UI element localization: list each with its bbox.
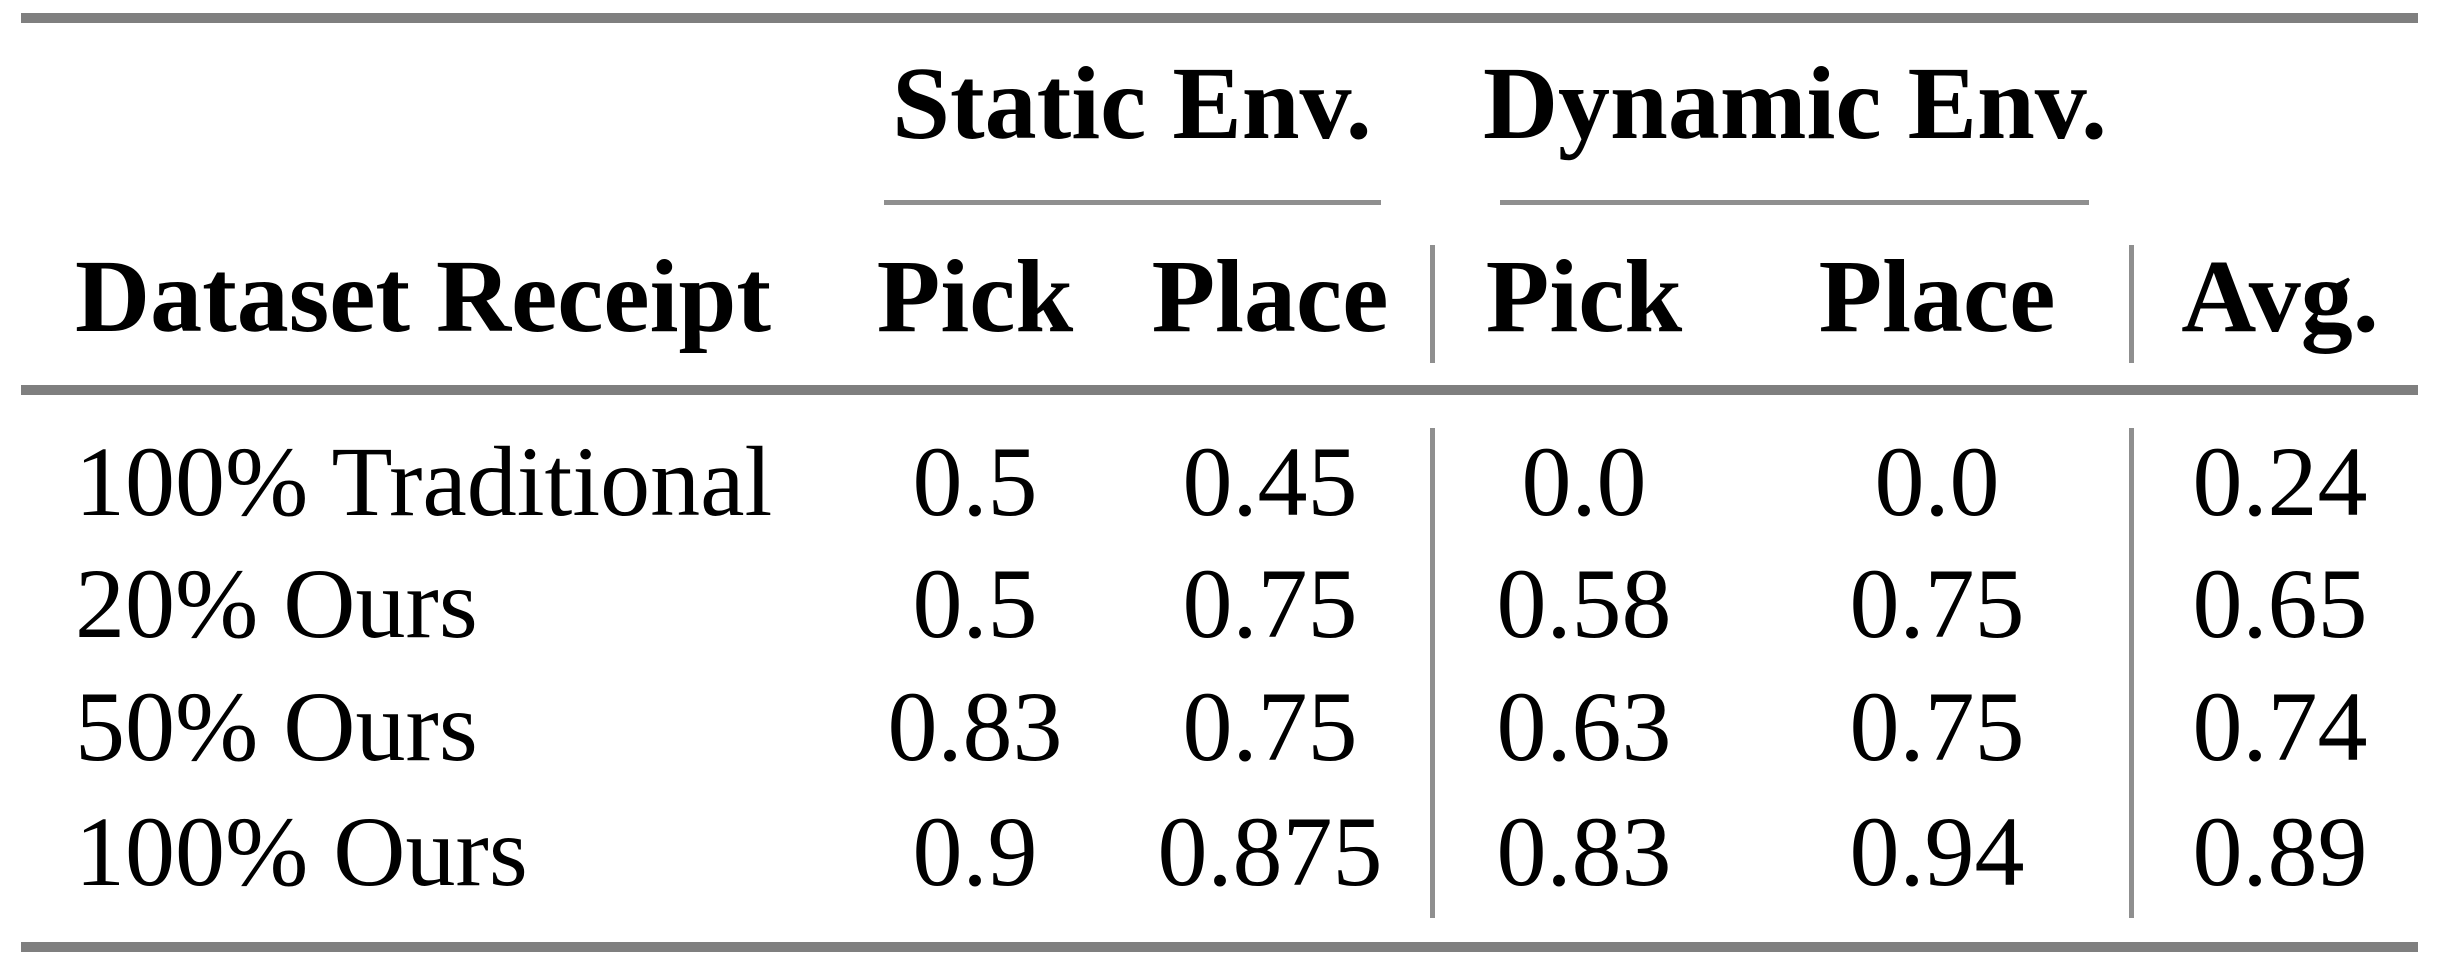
row-label: 20% Ours [75,548,478,659]
table-cell: 0.83 [887,671,1063,782]
table-cell: 0.45 [1182,426,1358,537]
table-cell: 0.5 [912,548,1038,659]
table-cell: 0.75 [1849,671,2025,782]
table-cell: 0.5 [912,426,1038,537]
cmidrule-dynamic-env [1500,200,2089,205]
column-header-static-place: Place [1151,239,1389,354]
column-separator-2-header [2129,245,2134,363]
row-label: 100% Ours [75,796,528,907]
column-header-avg: Avg. [2181,239,2379,354]
column-header-dynamic-pick: Pick [1485,239,1683,354]
table-cell: 0.58 [1496,548,1672,659]
header-rule [21,385,2418,395]
column-header-static-pick: Pick [876,239,1074,354]
table-cell: 0.9 [912,796,1038,907]
column-group-static-env: Static Env. [892,46,1372,161]
table-cell: 0.74 [2192,671,2368,782]
table-cell: 0.89 [2192,796,2368,907]
table-cell: 0.75 [1849,548,2025,659]
column-separator-2-body [2129,428,2134,918]
column-header-dynamic-place: Place [1818,239,2056,354]
table-cell: 0.875 [1157,796,1383,907]
corner-header-dataset-receipt: Dataset Receipt [75,239,771,354]
table-cell: 0.0 [1874,426,2000,537]
table-cell: 0.0 [1521,426,1647,537]
row-label: 100% Traditional [75,426,773,537]
row-label: 50% Ours [75,671,478,782]
table-cell: 0.63 [1496,671,1672,782]
table-cell: 0.65 [2192,548,2368,659]
table-cell: 0.83 [1496,796,1672,907]
bottom-rule [21,942,2418,952]
table-cell: 0.75 [1182,548,1358,659]
column-separator-1-body [1430,428,1435,918]
column-group-dynamic-env: Dynamic Env. [1482,46,2108,161]
table-cell: 0.75 [1182,671,1358,782]
table-cell: 0.94 [1849,796,2025,907]
column-separator-1-header [1430,245,1435,363]
top-rule [21,13,2418,23]
cmidrule-static-env [884,200,1381,205]
table-cell: 0.24 [2192,426,2368,537]
